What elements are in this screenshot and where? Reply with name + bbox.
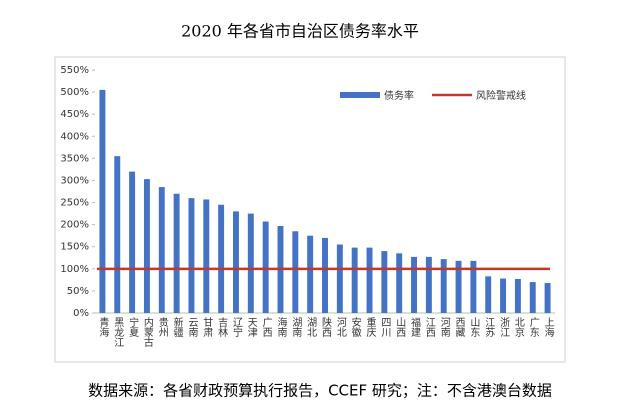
x-tick-label: 湖南: [290, 317, 302, 337]
x-tick-label: 宁夏: [127, 316, 139, 337]
x-tick-label: 河南: [438, 317, 450, 337]
y-tick-label: 450%: [60, 109, 89, 120]
bar: [218, 204, 225, 313]
x-tick-label: 贵州: [156, 316, 168, 337]
x-tick-label: 江西: [423, 317, 435, 337]
bar: [396, 253, 403, 313]
x-tick-label: 湖北: [305, 317, 317, 337]
source-note: 数据来源：各省财政预算执行报告，CCEF 研究；注：不含港澳台数据: [88, 382, 552, 400]
y-tick-label: 350%: [60, 153, 89, 164]
x-tick-label: 山西: [394, 317, 406, 337]
bar: [440, 259, 447, 313]
bar: [425, 256, 432, 313]
bar: [336, 244, 343, 313]
y-tick-label: 300%: [60, 175, 89, 186]
bar: [514, 278, 521, 313]
chart-frame: [54, 56, 566, 363]
x-tick-label: 山东: [468, 317, 480, 337]
x-tick-label: 海南: [275, 316, 287, 337]
x-tick-label: 陕西: [320, 316, 332, 337]
x-tick-label: 四川: [379, 317, 391, 337]
bar: [322, 237, 328, 313]
y-tick-label: 0%: [73, 308, 89, 319]
legend-swatch: [340, 92, 380, 98]
legend-label: 债务率: [384, 89, 414, 102]
bar: [485, 276, 492, 313]
bar: [143, 179, 150, 313]
bar: [544, 282, 551, 313]
y-tick-label: 250%: [60, 198, 89, 209]
legend-label: 风险警戒线: [476, 89, 526, 102]
x-tick-label: 北京: [512, 317, 524, 338]
x-tick-label: 福建: [409, 316, 421, 337]
bar: [411, 256, 417, 313]
bar: [500, 278, 507, 313]
bar: [455, 260, 462, 313]
x-tick-label: 新疆: [171, 316, 183, 338]
chart-title: 2020 年各省市自治区债务率水平: [181, 22, 419, 41]
bar: [351, 247, 358, 313]
bar: [129, 171, 136, 313]
x-tick-label: 甘肃: [201, 316, 213, 338]
x-tick-label: 安徽: [349, 316, 361, 338]
bar: [366, 247, 373, 313]
x-tick-label: 江苏: [483, 317, 495, 338]
bar: [529, 282, 536, 313]
x-tick-label: 广西: [260, 317, 272, 337]
y-tick-label: 100%: [60, 264, 89, 275]
bar: [99, 89, 106, 313]
bar: [292, 231, 299, 313]
x-tick-label: 辽宁: [230, 317, 242, 337]
bar: [158, 187, 165, 313]
x-tick-label: 上海: [542, 317, 554, 338]
bar: [307, 235, 314, 313]
x-tick-label: 黑龙江: [112, 317, 124, 347]
y-tick-label: 400%: [60, 131, 89, 142]
x-tick-label: 云南: [186, 317, 198, 337]
y-tick-label: 550%: [60, 65, 89, 76]
bar: [247, 213, 254, 313]
bar: [114, 156, 121, 313]
x-tick-label: 重庆: [364, 316, 376, 338]
x-tick-label: 广东: [527, 317, 539, 337]
y-tick-label: 500%: [60, 87, 89, 98]
x-tick-label: 河北: [334, 317, 346, 337]
x-tick-label: 青海: [97, 316, 109, 338]
bar: [233, 211, 239, 313]
bar: [262, 221, 269, 313]
bar: [381, 251, 388, 313]
x-tick-label: 西藏: [453, 317, 465, 338]
y-tick-label: 150%: [60, 242, 89, 253]
bar: [173, 193, 180, 313]
y-tick-label: 50%: [67, 286, 89, 297]
x-tick-label: 内蒙古: [141, 316, 153, 348]
y-tick-label: 200%: [60, 220, 89, 231]
x-tick-label: 浙江: [498, 317, 510, 337]
bar: [470, 260, 477, 313]
bar: [203, 199, 210, 313]
x-tick-label: 天津: [245, 317, 257, 338]
x-tick-label: 吉林: [216, 317, 228, 338]
bar: [188, 198, 195, 313]
